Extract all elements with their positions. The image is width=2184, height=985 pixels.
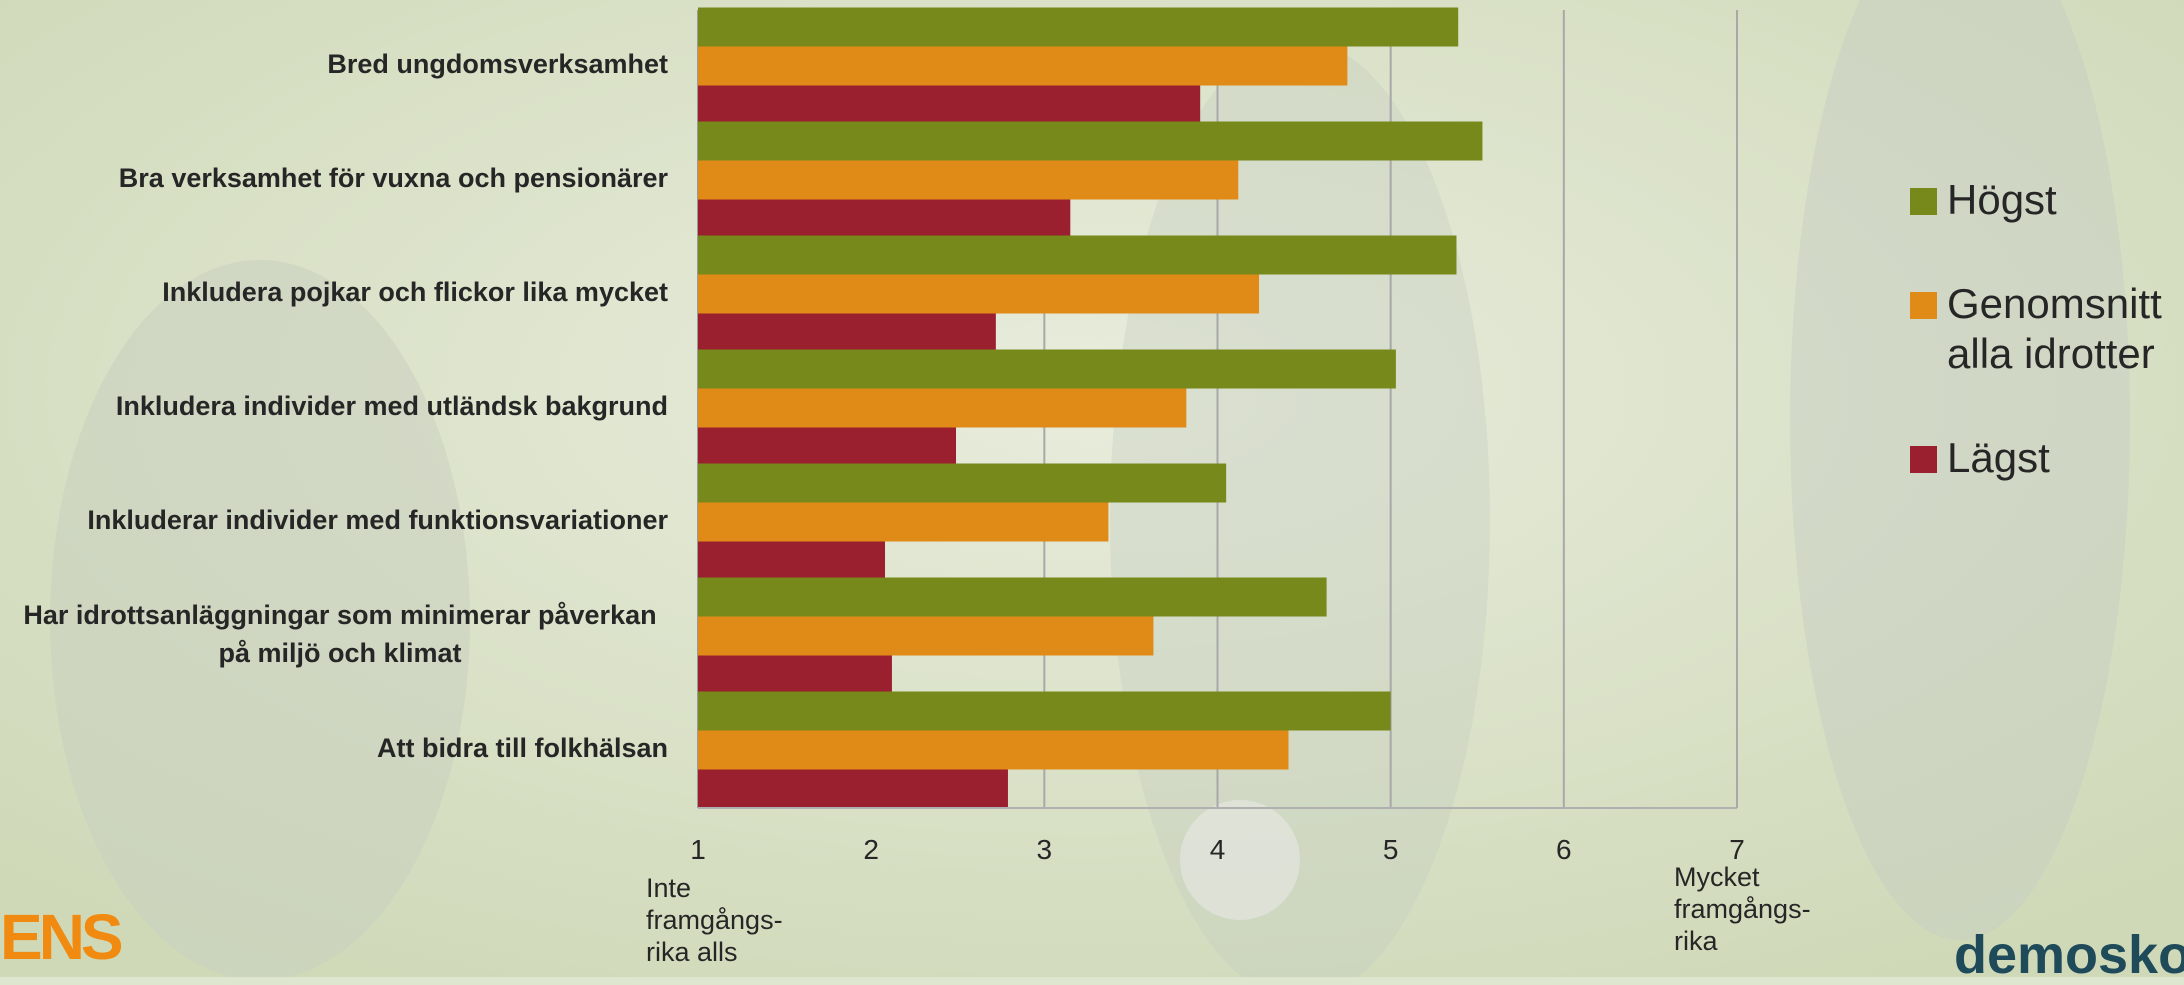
legend-item: Högst [1910, 175, 2162, 225]
bar-genomsnitt [698, 274, 1260, 314]
category-label: Inkluderar individer med funktionsvariat… [87, 505, 668, 535]
category-label: Har idrottsanläggningar som minimerar på… [23, 600, 657, 668]
x-tick-label: 7 [1729, 834, 1745, 865]
bar-genomsnitt [698, 46, 1348, 86]
x-tick-label: 3 [1036, 834, 1053, 865]
bar-hogst [698, 463, 1227, 503]
legend-swatch [1910, 446, 1937, 473]
category-label: Bred ungdomsverksamhet [327, 49, 668, 79]
low-anchor-label: Inte framgångs- rika alls [646, 873, 783, 967]
bar-genomsnitt [698, 502, 1109, 542]
bar-lagst [698, 655, 892, 695]
x-tick-label: 5 [1382, 834, 1399, 865]
bar-hogst [698, 691, 1391, 731]
bar-genomsnitt [698, 616, 1154, 656]
x-tick-label: 1 [690, 834, 706, 865]
bar-lagst [698, 427, 957, 467]
legend-label: Genomsnitt alla idrotter [1947, 280, 2162, 377]
legend-label: Högst [1947, 176, 2057, 223]
bar-hogst [698, 349, 1396, 389]
bar-hogst [698, 121, 1483, 161]
bar-lagst [698, 541, 886, 581]
high-anchor-label: Mycket framgångs- rika [1674, 862, 1811, 956]
bar-genomsnitt [698, 160, 1239, 200]
x-tick-label: 2 [863, 834, 879, 865]
bar-lagst [698, 769, 1008, 809]
legend-label: Lägst [1947, 434, 2050, 481]
bars [698, 7, 1483, 809]
category-label: Inkludera individer med utländsk bakgrun… [115, 391, 668, 421]
category-label: Inkludera pojkar och flickor lika mycket [162, 277, 668, 307]
legend: Högst Genomsnitt alla idrotter Lägst [1910, 175, 2162, 537]
legend-swatch [1910, 292, 1937, 319]
bar-hogst [698, 577, 1327, 617]
bar-genomsnitt [698, 388, 1187, 428]
bar-lagst [698, 85, 1201, 125]
bar-genomsnitt [698, 730, 1289, 770]
category-label: Att bidra till folkhälsan [376, 733, 668, 763]
legend-swatch [1910, 188, 1937, 215]
bar-lagst [698, 199, 1071, 239]
x-tick-label: 6 [1556, 834, 1572, 865]
bar-lagst [698, 313, 996, 353]
bar-hogst [698, 7, 1459, 47]
bar-hogst [698, 235, 1457, 275]
legend-item: Genomsnitt alla idrotter [1910, 279, 2162, 379]
category-label: Bra verksamhet för vuxna och pensionärer [118, 163, 668, 193]
right-logo: demosko [1954, 925, 2184, 985]
legend-item: Lägst [1910, 433, 2162, 483]
left-logo: ENS [0, 901, 124, 973]
x-tick-label: 4 [1209, 834, 1226, 865]
